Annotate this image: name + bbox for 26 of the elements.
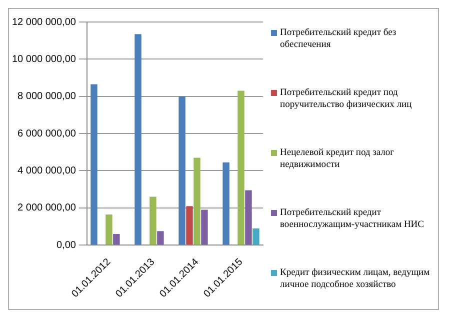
bar bbox=[113, 234, 120, 245]
bar bbox=[178, 96, 186, 245]
y-tick-label: 2 000 000,00 bbox=[18, 202, 76, 214]
legend-label: Потребительский кредит без обеспечения bbox=[280, 27, 398, 51]
y-tick-label: 6 000 000,00 bbox=[18, 128, 76, 140]
bar bbox=[238, 90, 244, 245]
y-tick-label: 4 000 000,00 bbox=[18, 166, 76, 176]
bar bbox=[245, 190, 252, 245]
legend-label: Кредит физическим лицам, ведущим личное подсобное хозяйство bbox=[280, 267, 431, 291]
bar bbox=[194, 158, 200, 245]
y-tick-label: 8 000 000,00 bbox=[18, 91, 76, 102]
bar bbox=[90, 84, 98, 245]
bar bbox=[150, 196, 156, 245]
bar bbox=[134, 34, 142, 245]
legend-label: Нецелевой кредит под залог недвижимости bbox=[280, 147, 396, 171]
bar bbox=[186, 206, 193, 245]
bar bbox=[157, 231, 164, 245]
bar bbox=[252, 228, 260, 245]
bar bbox=[201, 210, 208, 245]
y-tick-label: 10 000 000,00 bbox=[12, 54, 76, 65]
legend-label: Потребительский кредит военнослужащим-участникам НИС bbox=[280, 207, 426, 231]
y-tick-label: 0,00 bbox=[56, 240, 76, 251]
bar bbox=[222, 162, 230, 245]
bar bbox=[106, 214, 112, 245]
y-tick-label: 12 000 000,00 bbox=[12, 16, 76, 28]
legend-label: Потребительский кредит под поручительство физических лиц bbox=[280, 87, 413, 111]
